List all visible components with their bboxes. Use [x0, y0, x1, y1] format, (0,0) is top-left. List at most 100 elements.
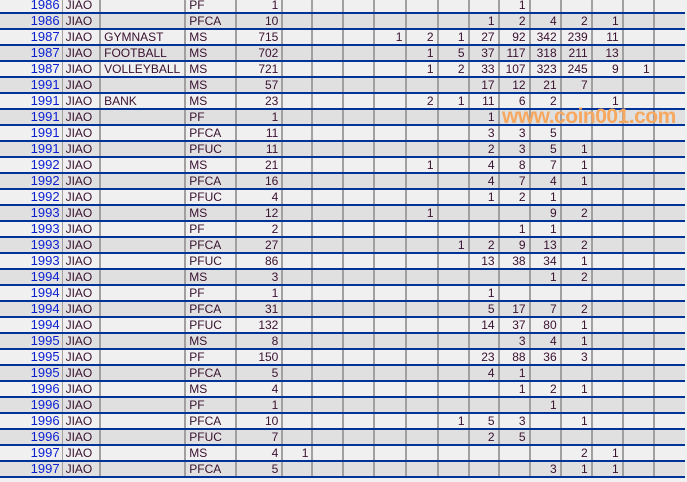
count-cell	[652, 461, 685, 478]
year-cell: 1997	[0, 445, 63, 462]
year-link[interactable]: 1991	[30, 109, 60, 124]
year-link[interactable]: 1995	[30, 349, 60, 364]
count-cell	[373, 237, 407, 254]
count-cell	[467, 397, 499, 414]
count-cell	[342, 173, 375, 190]
type-cell: MS	[184, 29, 237, 46]
count-cell	[652, 205, 685, 222]
year-link[interactable]: 1996	[30, 397, 60, 412]
count-cell	[311, 157, 344, 174]
count-cell: 1	[528, 269, 561, 286]
count-cell	[559, 109, 592, 126]
count-cell	[652, 397, 685, 414]
name-cell: FOOTBALL	[99, 45, 186, 62]
count-cell	[528, 0, 561, 14]
count-cell	[590, 349, 623, 366]
total-cell: 16	[235, 173, 283, 190]
year-link[interactable]: 1997	[30, 461, 60, 476]
year-link[interactable]: 1986	[30, 0, 60, 12]
count-cell	[621, 189, 654, 206]
year-link[interactable]: 1993	[30, 221, 60, 236]
year-link[interactable]: 1994	[30, 285, 60, 300]
year-link[interactable]: 1987	[30, 45, 60, 60]
count-cell	[342, 77, 375, 94]
count-cell	[436, 125, 469, 142]
count-cell: 1	[405, 157, 438, 174]
count-cell	[342, 125, 375, 142]
count-cell	[342, 0, 375, 14]
year-link[interactable]: 1992	[30, 173, 60, 188]
count-cell	[373, 285, 407, 302]
count-cell	[652, 413, 685, 430]
count-cell	[405, 77, 438, 94]
count-cell	[652, 429, 685, 446]
count-cell	[405, 349, 438, 366]
count-cell: 2	[528, 381, 561, 398]
year-link[interactable]: 1995	[30, 333, 60, 348]
year-link[interactable]: 1991	[30, 77, 60, 92]
year-link[interactable]: 1987	[30, 29, 60, 44]
code-cell: JIAO	[61, 269, 101, 286]
count-cell	[621, 269, 654, 286]
count-cell: 239	[559, 29, 592, 46]
count-cell: 1	[528, 189, 561, 206]
count-cell	[528, 413, 561, 430]
count-cell	[405, 317, 438, 334]
count-cell: 2	[559, 445, 592, 462]
table-row: 1992 JIAO MS 21 1 4 8 7 1	[0, 157, 685, 174]
code-cell: JIAO	[61, 29, 101, 46]
code-cell: JIAO	[61, 0, 101, 14]
count-cell: 14	[467, 317, 499, 334]
count-cell	[436, 157, 469, 174]
year-link[interactable]: 1994	[30, 301, 60, 316]
year-link[interactable]: 1991	[30, 141, 60, 156]
count-cell	[621, 461, 654, 478]
total-cell: 715	[235, 29, 283, 46]
count-cell: 36	[528, 349, 561, 366]
year-link[interactable]: 1993	[30, 205, 60, 220]
count-cell	[652, 445, 685, 462]
count-cell: 2	[497, 189, 530, 206]
year-link[interactable]: 1987	[30, 61, 60, 76]
year-link[interactable]: 1986	[30, 13, 60, 28]
year-link[interactable]: 1992	[30, 189, 60, 204]
count-cell	[621, 445, 654, 462]
count-cell	[590, 253, 623, 270]
year-link[interactable]: 1995	[30, 365, 60, 380]
type-cell: PFCA	[184, 413, 237, 430]
type-cell: MS	[184, 61, 237, 78]
count-cell	[652, 109, 685, 126]
type-cell: MS	[184, 381, 237, 398]
count-cell	[436, 269, 469, 286]
count-cell: 3	[497, 125, 530, 142]
year-link[interactable]: 1993	[30, 253, 60, 268]
year-link[interactable]: 1991	[30, 125, 60, 140]
count-cell	[405, 173, 438, 190]
code-cell: JIAO	[61, 365, 101, 382]
year-link[interactable]: 1994	[30, 317, 60, 332]
count-cell	[281, 397, 313, 414]
count-cell	[342, 429, 375, 446]
count-cell	[559, 221, 592, 238]
year-link[interactable]: 1996	[30, 413, 60, 428]
count-cell	[528, 429, 561, 446]
count-cell	[652, 93, 685, 110]
year-link[interactable]: 1996	[30, 381, 60, 396]
name-cell: GYMNAST	[99, 29, 186, 46]
count-cell	[436, 381, 469, 398]
year-link[interactable]: 1993	[30, 237, 60, 252]
count-cell	[467, 461, 499, 478]
count-cell	[281, 349, 313, 366]
year-link[interactable]: 1991	[30, 93, 60, 108]
table-row: 1992 JIAO PFUC 4 1 2 1	[0, 189, 685, 206]
year-link[interactable]: 1992	[30, 157, 60, 172]
year-link[interactable]: 1997	[30, 445, 60, 460]
year-link[interactable]: 1996	[30, 429, 60, 444]
count-cell	[311, 93, 344, 110]
count-cell	[590, 397, 623, 414]
year-link[interactable]: 1994	[30, 269, 60, 284]
count-cell: 13	[590, 45, 623, 62]
count-cell	[621, 77, 654, 94]
count-cell: 21	[528, 77, 561, 94]
